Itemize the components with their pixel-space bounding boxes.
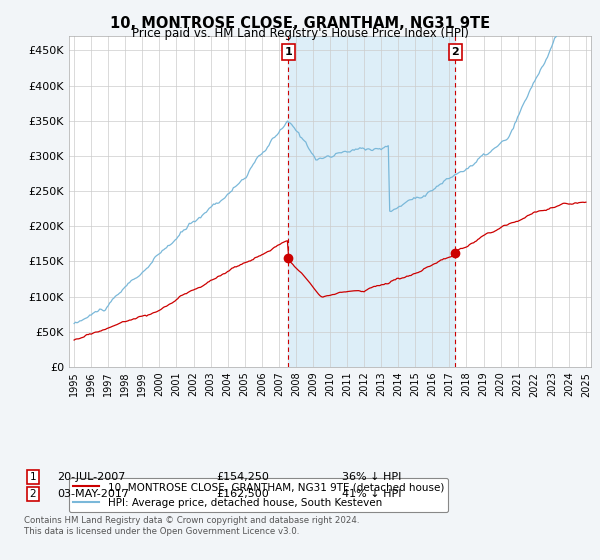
Text: 1: 1 <box>29 472 37 482</box>
Text: 36% ↓ HPI: 36% ↓ HPI <box>342 472 401 482</box>
Text: 41% ↓ HPI: 41% ↓ HPI <box>342 489 401 499</box>
Text: 2: 2 <box>452 47 459 57</box>
Text: £154,250: £154,250 <box>216 472 269 482</box>
Text: 1: 1 <box>284 47 292 57</box>
Text: 10, MONTROSE CLOSE, GRANTHAM, NG31 9TE: 10, MONTROSE CLOSE, GRANTHAM, NG31 9TE <box>110 16 490 31</box>
Text: £162,500: £162,500 <box>216 489 269 499</box>
Text: 03-MAY-2017: 03-MAY-2017 <box>57 489 129 499</box>
Text: 20-JUL-2007: 20-JUL-2007 <box>57 472 125 482</box>
Bar <box>288 36 455 367</box>
Text: Price paid vs. HM Land Registry's House Price Index (HPI): Price paid vs. HM Land Registry's House … <box>131 27 469 40</box>
Legend: 10, MONTROSE CLOSE, GRANTHAM, NG31 9TE (detached house), HPI: Average price, det: 10, MONTROSE CLOSE, GRANTHAM, NG31 9TE (… <box>69 478 448 512</box>
Text: Contains HM Land Registry data © Crown copyright and database right 2024.
This d: Contains HM Land Registry data © Crown c… <box>24 516 359 536</box>
Text: 2: 2 <box>29 489 37 499</box>
